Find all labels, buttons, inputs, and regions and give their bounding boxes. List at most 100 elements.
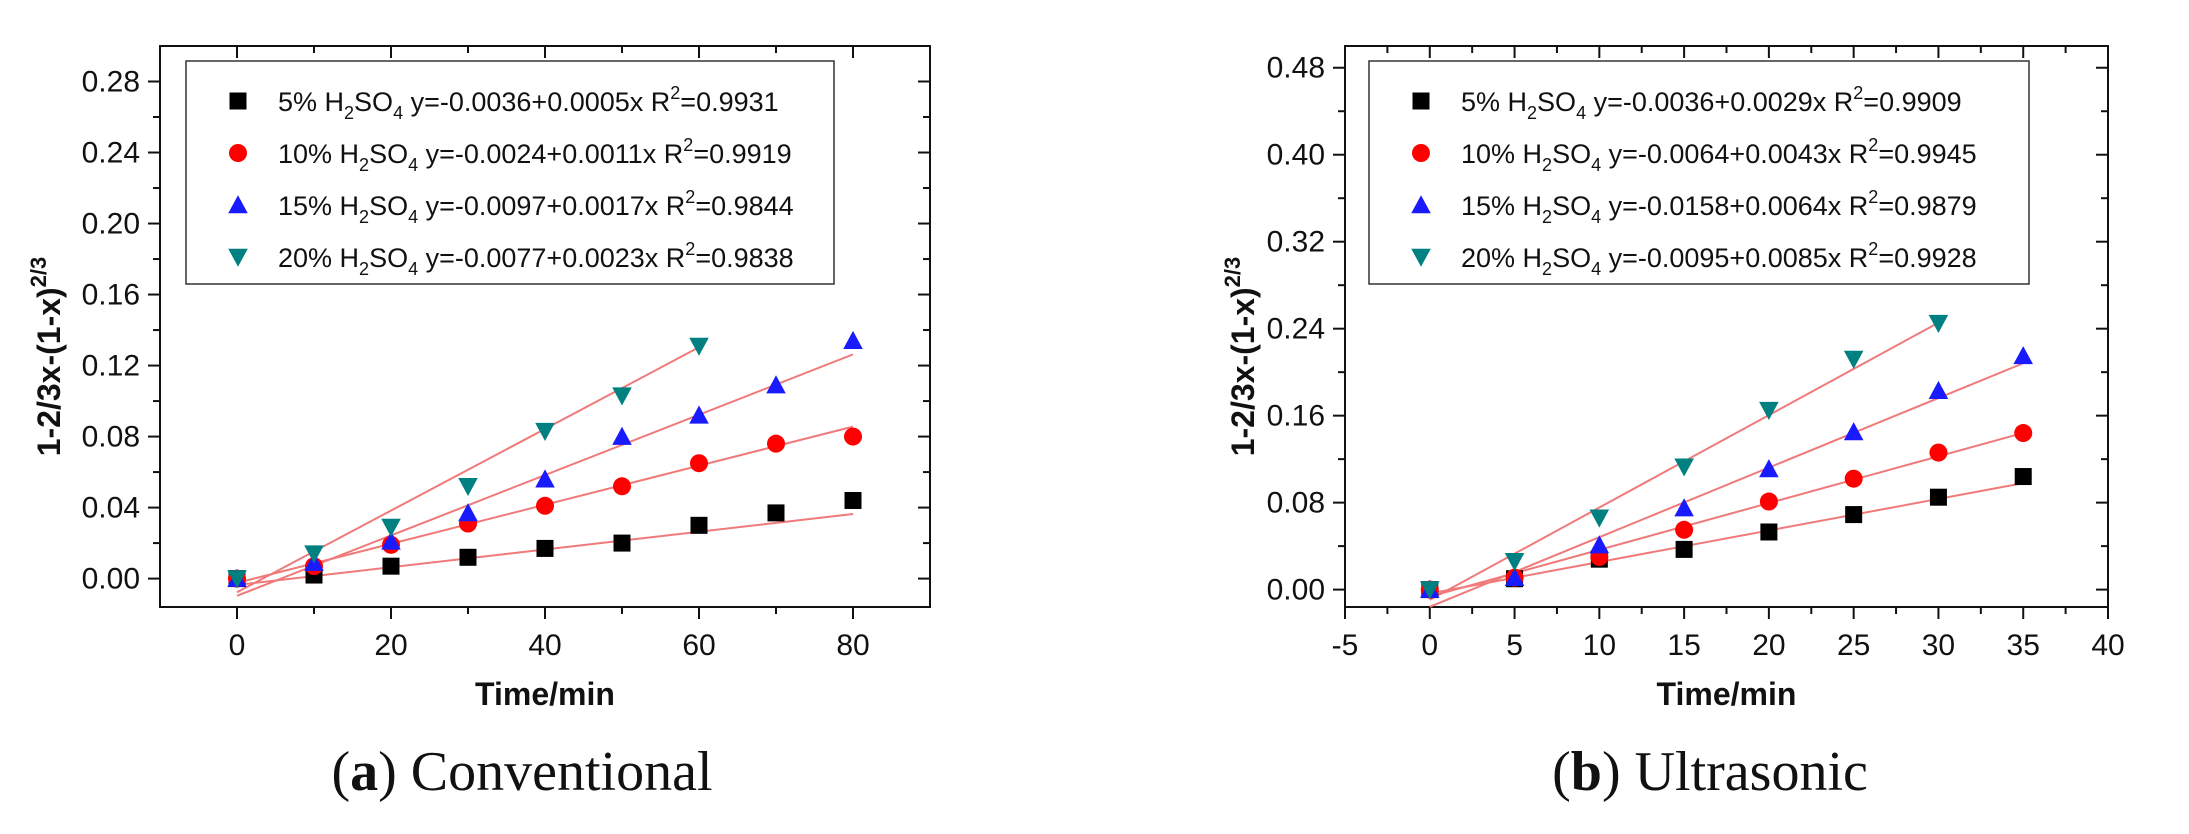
y-tick-label: 0.00 (1267, 574, 1325, 607)
data-point (1589, 509, 1610, 528)
legend-entry-3: 15% H2SO4 y=-0.0097+0.0017x R2=0.9844 (278, 187, 794, 227)
data-point (689, 405, 709, 424)
panel-caption: (b) Ultrasonic (1552, 741, 1868, 803)
y-tick-label: 0.04 (82, 492, 140, 525)
data-point (304, 545, 324, 564)
data-point (1675, 540, 1693, 558)
fit-line-1 (1429, 482, 2024, 595)
y-tick-label: 0.00 (82, 563, 140, 596)
legend-entry-1: 5% H2SO4 y=-0.0036+0.0005x R2=0.9931 (278, 83, 779, 123)
data-point (1928, 380, 1949, 399)
y-tick-label: 0.48 (1267, 52, 1325, 85)
data-point (766, 375, 786, 394)
legend-marker (228, 248, 248, 267)
chart-panel-a: 0 20 40 60 80 0.00 0.04 0.08 0.12 0.16 0.20 0.24 0.2… (26, 45, 931, 803)
data-point (844, 491, 862, 509)
data-point (612, 387, 632, 406)
data-point (536, 496, 554, 515)
series-4 (1420, 314, 1949, 600)
x-tick-label: 0 (229, 629, 246, 662)
data-point (1844, 469, 1863, 488)
x-tick-label: 25 (1837, 629, 1870, 662)
data-point (689, 337, 709, 356)
data-point (843, 330, 863, 350)
legend-marker (229, 144, 247, 162)
x-axis-title: Time/min (1657, 676, 1797, 712)
x-tick-label: 40 (2091, 629, 2124, 662)
x-tick-label: 20 (374, 629, 407, 662)
data-point (690, 516, 708, 534)
data-point (1843, 350, 1864, 369)
data-point (1928, 314, 1949, 334)
y-axis-title: 1-2/3x-(1-x)2/3 (1220, 257, 1261, 457)
data-point (381, 518, 401, 537)
data-point (535, 469, 555, 488)
data-point (1589, 535, 1610, 554)
y-tick-label: 0.24 (1267, 313, 1325, 346)
x-tick-label: 20 (1752, 629, 1785, 662)
legend-entry-4: 20% H2SO4 y=-0.0077+0.0023x R2=0.9838 (278, 239, 794, 279)
y-tick-label: 0.32 (1267, 226, 1325, 259)
data-point (844, 427, 862, 446)
x-tick-label: -5 (1332, 629, 1359, 662)
data-point (2014, 468, 2032, 486)
x-tick-label: 35 (2007, 629, 2040, 662)
data-point (1420, 581, 1440, 600)
x-tick-label: 0 (1421, 629, 1438, 662)
series-3 (1420, 346, 2033, 598)
y-tick-label: 0.12 (82, 350, 140, 383)
data-point (535, 422, 555, 442)
fit-line-3 (1429, 362, 2024, 608)
legend-marker (1411, 195, 1431, 214)
legend: 5% H2SO4 y=-0.0036+0.0005x R2=0.9931 10% … (185, 60, 835, 285)
panel-caption: (a) Conventional (331, 741, 712, 803)
data-point (536, 539, 554, 557)
data-point (2014, 424, 2033, 443)
x-tick-label: 10 (1583, 629, 1616, 662)
data-point (1845, 506, 1863, 524)
legend-marker (228, 195, 248, 214)
data-point (227, 570, 247, 589)
series-4 (227, 337, 709, 589)
fit-line-2 (1429, 431, 2024, 598)
series-1 (228, 491, 862, 588)
series-3 (227, 330, 863, 587)
x-axis-title: Time/min (475, 676, 615, 712)
data-point (1760, 523, 1778, 541)
data-point (1675, 520, 1694, 539)
y-axis-title: 1-2/3x-(1-x)2/3 (26, 257, 67, 457)
x-tick-label: 40 (528, 629, 561, 662)
data-point (1929, 488, 1947, 506)
series-2 (228, 427, 862, 588)
legend-marker (1412, 92, 1430, 110)
data-point (381, 531, 401, 550)
data-point (613, 534, 631, 552)
y-tick-label: 0.16 (1267, 400, 1325, 433)
legend-entry-2: 10% H2SO4 y=-0.0064+0.0043x R2=0.9945 (1461, 135, 1977, 175)
y-tick-label: 0.08 (82, 421, 140, 454)
data-point (458, 477, 478, 497)
x-tick-label: 5 (1506, 629, 1523, 662)
x-tick-label: 80 (836, 629, 869, 662)
chart-panel-b: -5 0 5 10 15 20 25 30 35 40 0.00 0.08 0.16 0.24 0.32 0.… (1220, 45, 2125, 803)
legend-entry-1: 5% H2SO4 y=-0.0036+0.0029x R2=0.9909 (1461, 83, 1962, 123)
data-point (767, 434, 785, 453)
y-tick-label: 0.40 (1267, 139, 1325, 172)
data-point (613, 477, 631, 496)
data-point (1674, 498, 1694, 517)
x-tick-label: 30 (1922, 629, 1955, 662)
x-tick-label: 15 (1667, 629, 1700, 662)
legend-marker (1411, 248, 1431, 267)
data-point (2013, 346, 2033, 365)
data-point (1504, 567, 1525, 586)
data-point (1759, 459, 1779, 478)
data-point (458, 503, 478, 522)
legend-entry-2: 10% H2SO4 y=-0.0024+0.0011x R2=0.9919 (278, 135, 792, 175)
data-point (459, 548, 477, 566)
x-tick-label: 60 (682, 629, 715, 662)
legend-entry-4: 20% H2SO4 y=-0.0095+0.0085x R2=0.9928 (1461, 239, 1977, 279)
data-point (1843, 422, 1864, 441)
y-tick-label: 0.28 (82, 66, 140, 99)
